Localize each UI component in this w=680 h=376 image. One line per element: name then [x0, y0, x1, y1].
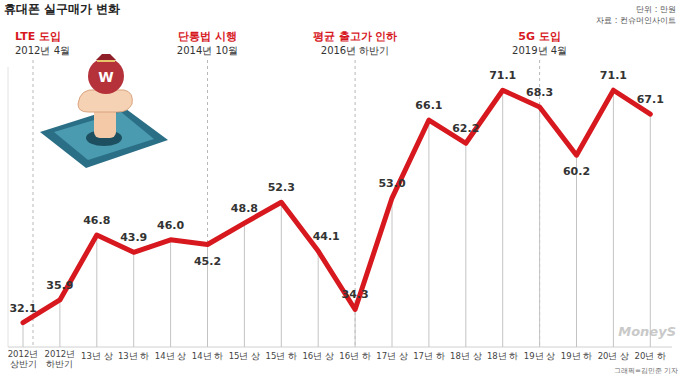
category-label-line: 19년 상: [524, 351, 556, 361]
drop-line: [502, 90, 503, 347]
category-label: 16년 상: [302, 351, 334, 361]
category-label: 17년 하: [413, 351, 445, 361]
drop-line: [170, 240, 171, 347]
category-label: 13년 하: [118, 351, 150, 361]
line: [23, 90, 650, 322]
data-label: 34.3: [342, 288, 369, 301]
title: 휴대폰 실구매가 변화: [4, 2, 120, 16]
category-label-line: 2012년: [45, 349, 76, 359]
icon-label: W: [98, 69, 113, 85]
category-label-line: 상반기: [10, 359, 37, 369]
data-label: 35.9: [46, 279, 73, 292]
category-label-line: 15년 하: [266, 351, 298, 361]
data-label: 68.3: [526, 86, 553, 99]
category-label: 15년 상: [229, 351, 261, 361]
annotation-date: 2016년 하반기: [321, 45, 390, 56]
data-label: 48.8: [231, 202, 258, 215]
category-label: 2012년하반기: [45, 349, 76, 369]
category-label: 16년 하: [339, 351, 371, 361]
category-label: 14년 하: [192, 351, 224, 361]
data-label: 46.0: [157, 219, 184, 232]
category-label-line: 20년 상: [598, 351, 630, 361]
category-label-line: 15년 상: [229, 351, 261, 361]
drop-line: [133, 252, 134, 347]
plot-area: [23, 90, 650, 347]
data-label: 62.2: [452, 122, 479, 135]
unit: 단위 : 만원: [636, 5, 676, 14]
annotation-text: 단통법 시행: [178, 30, 237, 43]
category-label: 20년 하: [635, 351, 667, 361]
annotation-line: [207, 60, 208, 347]
watermark: MoneyS: [618, 324, 676, 339]
drop-line: [428, 120, 429, 347]
data-label: 32.1: [9, 302, 36, 315]
category-label: 19년 상: [524, 351, 556, 361]
annotation-date: 2012년 4월: [15, 45, 70, 56]
bag-tie: [97, 60, 115, 62]
category-label-line: 하반기: [46, 359, 73, 369]
y-axis-line: [8, 67, 9, 347]
annotation-date: 2014년 10월: [177, 45, 238, 56]
data-label: 71.1: [489, 69, 516, 82]
annotation-text: 평균 출고가 인하: [313, 30, 398, 43]
data-label: 60.2: [563, 165, 590, 178]
category-label: 17년 상: [376, 351, 408, 361]
category-label: 18년 하: [487, 351, 519, 361]
category-label-line: 13년 상: [81, 351, 113, 361]
data-label: 71.1: [600, 69, 627, 82]
data-label: 67.1: [637, 93, 664, 106]
drop-line: [576, 155, 577, 347]
category-label-line: 18년 하: [487, 351, 519, 361]
chart: 휴대폰 실구매가 변화 단위 : 만원자료 : 컨슈머인사이트 W LTE 도입 201…: [0, 0, 680, 376]
annotation-date: 2019년 4월: [512, 45, 567, 56]
category-label-line: 14년 하: [192, 351, 224, 361]
drop-line: [539, 107, 540, 347]
category-label: 13년 상: [81, 351, 113, 361]
category-label: 14년 상: [155, 351, 187, 361]
drop-line: [23, 323, 24, 347]
data-label: 46.8: [83, 214, 110, 227]
annotation-text: LTE 도입: [15, 30, 61, 43]
bag: [88, 58, 124, 94]
drop-line: [392, 198, 393, 347]
category-label: 15년 하: [266, 351, 298, 361]
category-label-line: 19년 하: [561, 351, 593, 361]
source: 자료 : 컨슈머인사이트: [596, 16, 676, 25]
category-label-line: 17년 상: [376, 351, 408, 361]
category-label-line: 18년 상: [450, 351, 482, 361]
drop-line: [318, 251, 319, 347]
annotation-line: [539, 60, 540, 347]
data-label: 66.1: [415, 99, 442, 112]
category-label-line: 14년 상: [155, 351, 187, 361]
drop-line: [650, 114, 651, 347]
drop-line: [96, 235, 97, 347]
illustration: W: [40, 54, 168, 168]
data-label: 44.1: [313, 230, 340, 243]
category-label-line: 17년 하: [413, 351, 445, 361]
data-label: 43.9: [120, 231, 147, 244]
category-label: 18년 상: [450, 351, 482, 361]
data-label: 53.0: [378, 177, 405, 190]
data-label: 52.3: [268, 181, 295, 194]
x-axis-line: [8, 347, 672, 348]
drop-line: [613, 90, 614, 347]
category-label-line: 20년 하: [635, 351, 667, 361]
category-label-line: 16년 하: [339, 351, 371, 361]
category-label-line: 13년 하: [118, 351, 150, 361]
data-label: 45.2: [194, 255, 221, 268]
category-label-line: 16년 상: [302, 351, 334, 361]
category-label: 2012년상반기: [8, 349, 39, 369]
drop-line: [244, 223, 245, 347]
annotation-text: 5G 도입: [518, 30, 561, 43]
drop-line: [281, 202, 282, 347]
category-label: 20년 상: [598, 351, 630, 361]
credit: 그래픽=김민준 기자: [614, 367, 678, 375]
bag-top: [96, 54, 116, 60]
drop-line: [59, 300, 60, 347]
drop-line: [355, 309, 356, 347]
category-label: 19년 하: [561, 351, 593, 361]
drop-line: [465, 143, 466, 347]
category-label-line: 2012년: [8, 349, 39, 359]
